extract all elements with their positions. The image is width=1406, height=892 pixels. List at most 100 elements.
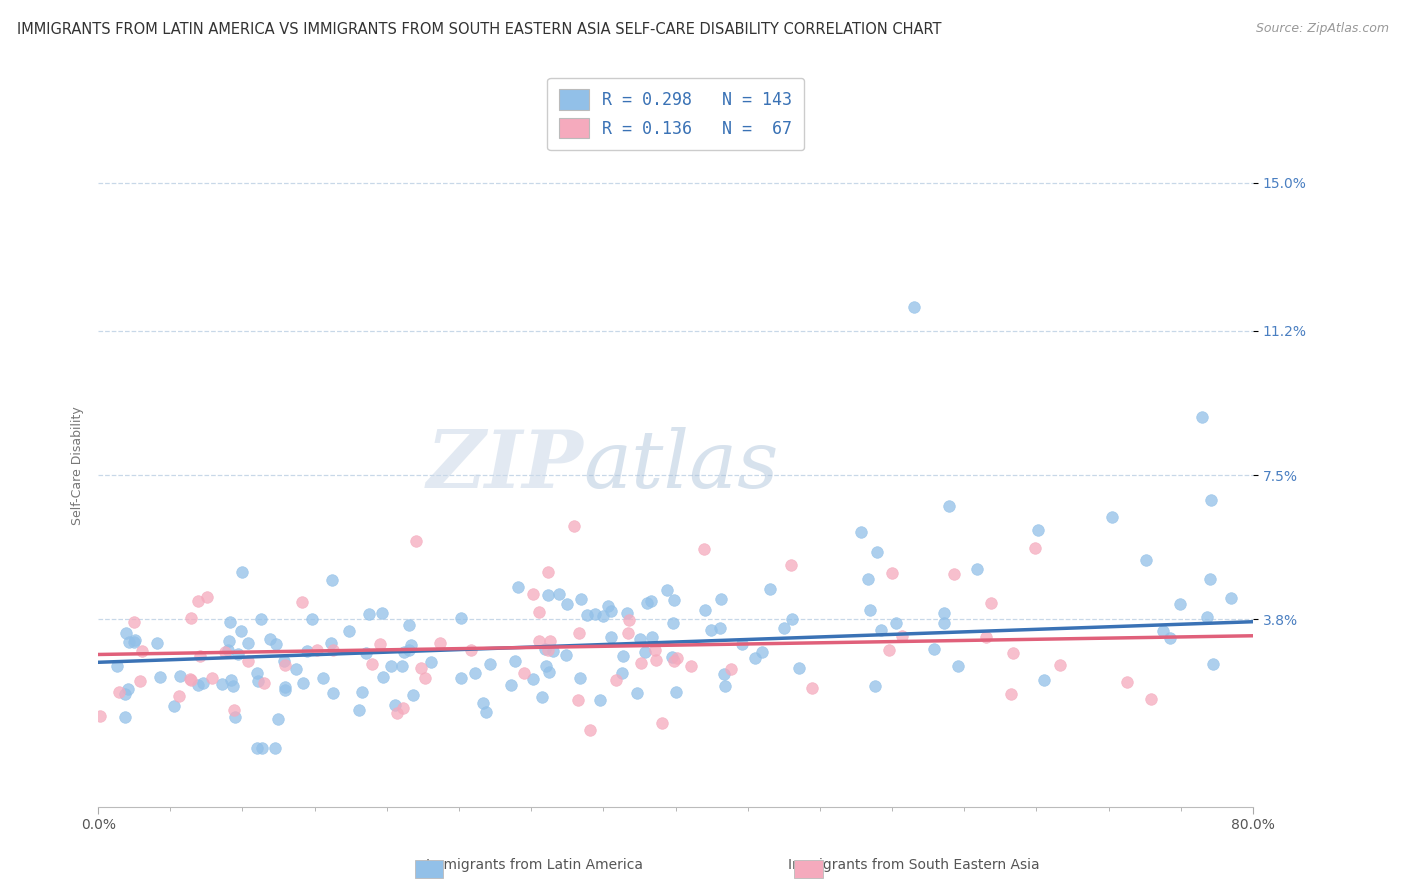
Point bbox=[297, 644, 319, 658]
Point bbox=[605, 673, 627, 687]
Point bbox=[538, 634, 561, 648]
Point bbox=[579, 723, 602, 737]
Text: ZIP: ZIP bbox=[426, 426, 583, 504]
Point bbox=[107, 685, 129, 699]
Point bbox=[368, 637, 391, 651]
Point bbox=[231, 565, 253, 579]
Point bbox=[399, 638, 422, 652]
Point bbox=[392, 700, 415, 714]
Point bbox=[321, 573, 343, 587]
Point bbox=[273, 658, 295, 673]
Point bbox=[385, 706, 408, 720]
Point bbox=[903, 301, 925, 315]
Point bbox=[131, 644, 153, 658]
Point bbox=[373, 670, 395, 684]
Point bbox=[870, 623, 893, 637]
Point bbox=[1101, 509, 1123, 524]
Point bbox=[1000, 687, 1022, 701]
Point bbox=[974, 631, 997, 645]
Point bbox=[522, 587, 544, 601]
Point bbox=[661, 649, 683, 664]
Point bbox=[932, 606, 955, 620]
Point bbox=[938, 500, 960, 514]
Point bbox=[499, 677, 522, 691]
Point bbox=[246, 666, 269, 681]
Point bbox=[744, 651, 766, 665]
Point bbox=[322, 686, 344, 700]
Point bbox=[789, 661, 811, 675]
Point bbox=[662, 593, 685, 607]
Point bbox=[772, 621, 794, 635]
Point bbox=[592, 609, 614, 624]
Point bbox=[122, 615, 145, 629]
Point bbox=[475, 705, 498, 719]
Point bbox=[246, 741, 269, 756]
Point bbox=[513, 665, 536, 680]
Point bbox=[187, 594, 209, 608]
Point bbox=[221, 679, 243, 693]
Point bbox=[124, 632, 146, 647]
Point bbox=[1199, 572, 1222, 586]
Point bbox=[1197, 610, 1219, 624]
Y-axis label: Self-Care Disability: Self-Care Disability bbox=[72, 406, 84, 524]
Point bbox=[413, 671, 436, 685]
Point bbox=[229, 624, 252, 638]
Point bbox=[224, 703, 246, 717]
Point bbox=[858, 572, 880, 586]
Point bbox=[292, 676, 315, 690]
Point bbox=[1001, 646, 1024, 660]
Point bbox=[713, 666, 735, 681]
Point bbox=[1191, 409, 1213, 424]
Point bbox=[884, 615, 907, 630]
Point bbox=[628, 632, 651, 646]
Point bbox=[219, 615, 242, 629]
Point bbox=[217, 643, 239, 657]
Point bbox=[322, 643, 344, 657]
Text: Immigrants from Latin America: Immigrants from Latin America bbox=[426, 858, 643, 872]
Point bbox=[273, 654, 295, 668]
Point bbox=[350, 684, 373, 698]
Point bbox=[1033, 673, 1056, 687]
Point bbox=[347, 703, 370, 717]
Point bbox=[1220, 591, 1243, 605]
Point bbox=[630, 657, 652, 671]
Point bbox=[264, 741, 287, 756]
Point bbox=[114, 687, 136, 701]
Point bbox=[866, 545, 889, 559]
Point bbox=[429, 636, 451, 650]
Point bbox=[537, 665, 560, 679]
Point bbox=[226, 647, 249, 661]
Point bbox=[612, 648, 634, 663]
Point bbox=[555, 597, 578, 611]
Point bbox=[548, 587, 571, 601]
Point bbox=[759, 582, 782, 596]
Point bbox=[114, 710, 136, 724]
Point bbox=[751, 644, 773, 658]
Point bbox=[1140, 691, 1163, 706]
Point bbox=[636, 596, 658, 610]
Point bbox=[891, 629, 914, 643]
Point bbox=[617, 613, 640, 627]
Point bbox=[589, 693, 612, 707]
Text: atlas: atlas bbox=[583, 426, 779, 504]
Point bbox=[405, 534, 427, 549]
Point bbox=[361, 657, 384, 671]
Point bbox=[188, 649, 211, 664]
Point bbox=[214, 645, 236, 659]
Text: Immigrants from South Eastern Asia: Immigrants from South Eastern Asia bbox=[789, 858, 1039, 872]
Point bbox=[291, 595, 314, 609]
Point bbox=[506, 581, 529, 595]
Point bbox=[402, 688, 425, 702]
Point bbox=[1049, 658, 1071, 673]
Point bbox=[583, 607, 606, 621]
Point bbox=[655, 583, 678, 598]
Point bbox=[612, 666, 634, 681]
Point bbox=[503, 655, 526, 669]
Point bbox=[195, 590, 218, 604]
Point bbox=[371, 607, 394, 621]
Point bbox=[564, 518, 586, 533]
Point bbox=[662, 654, 685, 668]
Point bbox=[264, 637, 287, 651]
Point bbox=[1116, 674, 1139, 689]
Point bbox=[531, 690, 554, 704]
